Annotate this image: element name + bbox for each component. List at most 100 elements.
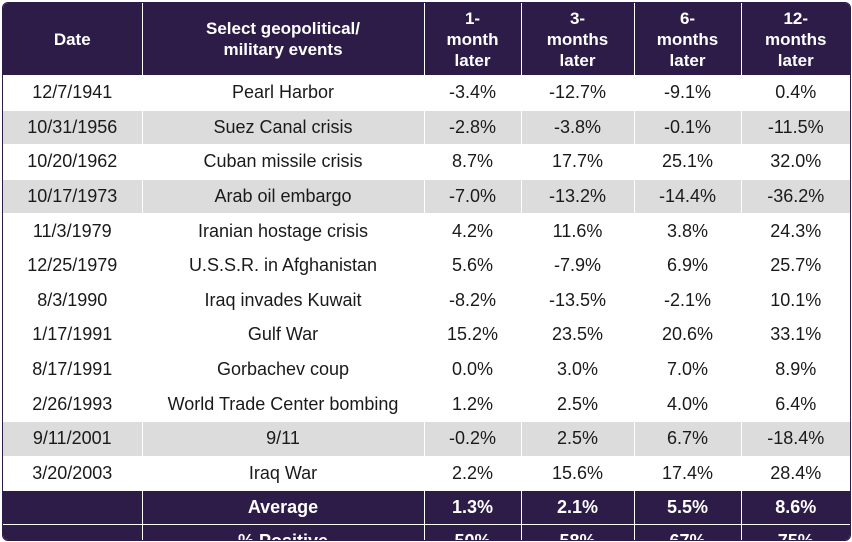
one-month-cell: 8.7% xyxy=(423,144,521,180)
header-1-month: 1- month later xyxy=(423,3,521,76)
six-months-cell: -9.1% xyxy=(633,75,741,111)
table-row: 10/31/1956 Suez Canal crisis -2.8% -3.8% -0.… xyxy=(3,109,850,145)
table-row: 12/25/1979 U.S.S.R. in Afghanistan 5.6% -7.… xyxy=(3,247,850,284)
summary-value-cell: 50% xyxy=(423,524,521,540)
table-row: 1/17/1991 Gulf War 15.2% 23.5% 20.6% 33.1% xyxy=(3,317,850,353)
event-cell: Arab oil embargo xyxy=(141,178,424,214)
six-months-cell: -14.4% xyxy=(633,178,741,214)
one-month-cell: 2.2% xyxy=(423,455,521,491)
table-row: 8/3/1990 Iraq invades Kuwait -8.2% -13.5% -2… xyxy=(3,282,850,318)
summary-value-cell: 67% xyxy=(633,524,741,540)
header-6-months: 6- months later xyxy=(633,3,741,76)
one-month-cell: -7.0% xyxy=(423,178,521,214)
header-12-months: 12- months later xyxy=(740,3,850,76)
six-months-cell: 3.8% xyxy=(633,213,741,249)
twelve-months-cell: 33.1% xyxy=(740,317,850,353)
summary-value-cell: 1.3% xyxy=(423,490,521,525)
table-row: 11/3/1979 Iranian hostage crisis 4.2% 11.6%… xyxy=(3,213,850,249)
six-months-cell: 4.0% xyxy=(633,386,741,422)
one-month-cell: -8.2% xyxy=(423,282,521,318)
summary-row: % Positive50%58%67%75% xyxy=(3,524,850,540)
six-months-cell: -0.1% xyxy=(633,109,741,145)
twelve-months-cell: 28.4% xyxy=(740,455,850,491)
three-months-cell: -12.7% xyxy=(520,75,634,111)
date-cell: 1/17/1991 xyxy=(3,317,142,353)
event-cell: Suez Canal crisis xyxy=(141,109,424,145)
three-months-cell: 15.6% xyxy=(520,455,634,491)
event-cell: Gulf War xyxy=(141,317,424,353)
summary-value-cell: 75% xyxy=(740,524,850,540)
header-3-months: 3- months later xyxy=(520,3,634,76)
summary-value-cell: 2.1% xyxy=(520,490,634,525)
six-months-cell: 17.4% xyxy=(633,455,741,491)
twelve-months-cell: -11.5% xyxy=(740,109,850,145)
event-cell: U.S.S.R. in Afghanistan xyxy=(141,247,424,284)
three-months-cell: -3.8% xyxy=(520,109,634,145)
date-cell: 10/31/1956 xyxy=(3,109,142,145)
event-cell: Gorbachev coup xyxy=(141,351,424,387)
summary-value-cell: 5.5% xyxy=(633,490,741,525)
event-cell: 9/11 xyxy=(141,420,424,457)
event-cell: Pearl Harbor xyxy=(141,75,424,111)
one-month-cell: 15.2% xyxy=(423,317,521,353)
six-months-cell: 25.1% xyxy=(633,144,741,180)
one-month-cell: 1.2% xyxy=(423,386,521,422)
six-months-cell: 6.9% xyxy=(633,247,741,284)
one-month-cell: -0.2% xyxy=(423,420,521,457)
date-cell: 12/25/1979 xyxy=(3,247,142,284)
summary-empty-cell xyxy=(3,524,142,540)
date-cell: 11/3/1979 xyxy=(3,213,142,249)
six-months-cell: 20.6% xyxy=(633,317,741,353)
table-row: 2/26/1993 World Trade Center bombing 1.2% 2… xyxy=(3,386,850,422)
summary-empty-cell xyxy=(3,490,142,525)
date-cell: 9/11/2001 xyxy=(3,420,142,457)
summary-label: Average xyxy=(141,490,424,525)
event-cell: Iraq invades Kuwait xyxy=(141,282,424,318)
one-month-cell: 0.0% xyxy=(423,351,521,387)
twelve-months-cell: 6.4% xyxy=(740,386,850,422)
table-row: 12/7/1941 Pearl Harbor -3.4% -12.7% -9.1% 0.4… xyxy=(3,75,850,111)
summary-value-cell: 58% xyxy=(520,524,634,540)
one-month-cell: 5.6% xyxy=(423,247,521,284)
date-cell: 8/17/1991 xyxy=(3,351,142,387)
event-cell: World Trade Center bombing xyxy=(141,386,424,422)
table-row: 9/11/2001 9/11 -0.2% 2.5% 6.7% -18.4% xyxy=(3,420,850,457)
six-months-cell: -2.1% xyxy=(633,282,741,318)
six-months-cell: 6.7% xyxy=(633,420,741,457)
twelve-months-cell: -18.4% xyxy=(740,420,850,457)
table-row: 3/20/2003 Iraq War 2.2% 15.6% 17.4% 28.4% xyxy=(3,455,850,491)
one-month-cell: -2.8% xyxy=(423,109,521,145)
date-cell: 10/17/1973 xyxy=(3,178,142,214)
date-cell: 2/26/1993 xyxy=(3,386,142,422)
event-cell: Cuban missile crisis xyxy=(141,144,424,180)
header-date: Date xyxy=(3,3,142,76)
three-months-cell: 2.5% xyxy=(520,386,634,422)
table-row: 8/17/1991 Gorbachev coup 0.0% 3.0% 7.0% 8.9% xyxy=(3,351,850,387)
date-cell: 10/20/1962 xyxy=(3,144,142,180)
one-month-cell: -3.4% xyxy=(423,75,521,111)
date-cell: 8/3/1990 xyxy=(3,282,142,318)
header-row: Date Select geopolitical/ military event… xyxy=(3,3,850,76)
table-row: 10/20/1962 Cuban missile crisis 8.7% 17.7% 2… xyxy=(3,144,850,180)
summary-value-cell: 8.6% xyxy=(740,490,850,525)
twelve-months-cell: -36.2% xyxy=(740,178,850,214)
three-months-cell: 23.5% xyxy=(520,317,634,353)
twelve-months-cell: 8.9% xyxy=(740,351,850,387)
three-months-cell: 11.6% xyxy=(520,213,634,249)
header-event: Select geopolitical/ military events xyxy=(141,3,424,76)
geopolitical-events-table: Date Select geopolitical/ military event… xyxy=(3,3,850,540)
date-cell: 3/20/2003 xyxy=(3,455,142,491)
twelve-months-cell: 25.7% xyxy=(740,247,850,284)
table-row: 10/17/1973 Arab oil embargo -7.0% -13.2% -14… xyxy=(3,178,850,214)
date-cell: 12/7/1941 xyxy=(3,75,142,111)
summary-row: Average 1.3% 2.1% 5.5% 8.6% xyxy=(3,490,850,525)
event-cell: Iranian hostage crisis xyxy=(141,213,424,249)
twelve-months-cell: 0.4% xyxy=(740,75,850,111)
twelve-months-cell: 24.3% xyxy=(740,213,850,249)
twelve-months-cell: 10.1% xyxy=(740,282,850,318)
one-month-cell: 4.2% xyxy=(423,213,521,249)
three-months-cell: 3.0% xyxy=(520,351,634,387)
table-body: 12/7/1941 Pearl Harbor -3.4% -12.7% -9.1% 0.4… xyxy=(3,75,850,491)
